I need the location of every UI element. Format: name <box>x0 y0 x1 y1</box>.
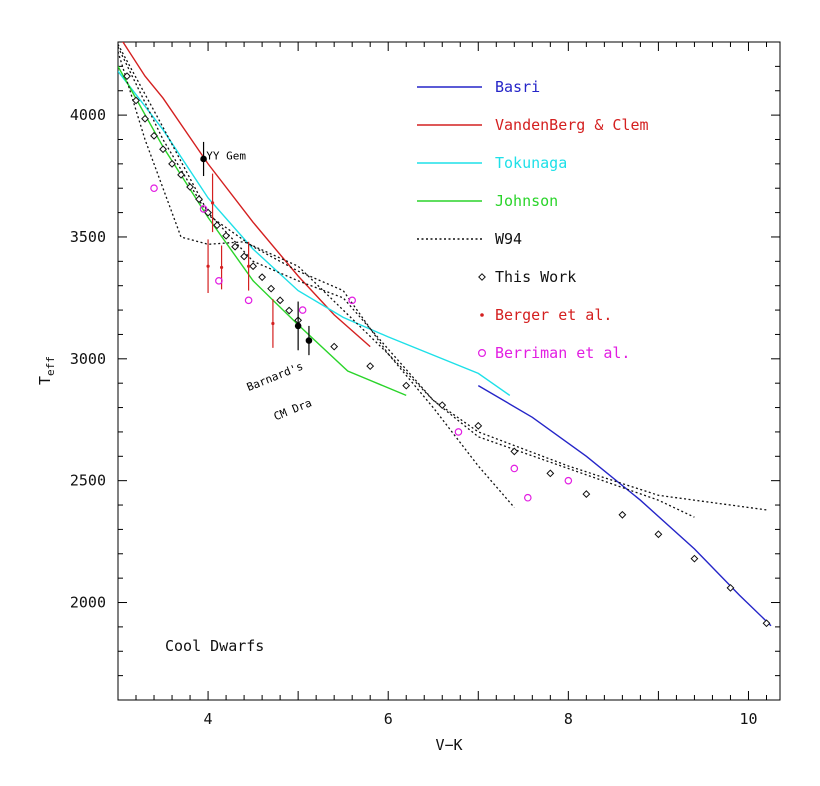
yy-gem-label: YY Gem <box>206 149 246 162</box>
this-work-point <box>474 421 483 430</box>
legend-swatch-berger-et-al- <box>480 313 484 317</box>
this-work-point <box>690 554 699 563</box>
this-work-point <box>510 447 519 456</box>
berriman-point <box>510 464 519 473</box>
series-markers <box>123 72 771 628</box>
series-line-w94-variant <box>118 46 767 511</box>
this-work-point <box>726 583 735 592</box>
this-work-point <box>213 221 221 230</box>
berriman-point <box>244 296 253 305</box>
y-tick-label: 2500 <box>70 472 106 490</box>
this-work-point <box>366 362 375 371</box>
this-work-point <box>618 510 627 519</box>
legend-label-this-work: This Work <box>495 268 576 286</box>
legend-swatch-this-work <box>478 273 486 281</box>
this-work-point <box>159 145 167 154</box>
berger-point <box>271 321 275 326</box>
cm-dra-label: CM Dra <box>272 396 314 423</box>
series-line-w94-variant <box>118 44 695 518</box>
y-axis-label: Teff <box>36 356 57 385</box>
series-line-basri <box>477 384 772 627</box>
this-work-point <box>150 131 158 140</box>
named-star-point <box>305 337 313 344</box>
this-work-point <box>168 159 176 168</box>
this-work-point <box>222 231 230 240</box>
this-work-point <box>249 262 258 271</box>
this-work-point <box>330 342 339 351</box>
berriman-point <box>524 493 532 502</box>
legend-label-johnson: Johnson <box>495 192 558 210</box>
berriman-point <box>564 476 573 485</box>
x-tick-label: 6 <box>384 710 393 728</box>
chart-labels: 4 6 8 10 2000 2500 3000 3500 4000 V−K Teff YY Gem Ba… <box>36 106 758 754</box>
this-work-point <box>402 381 411 390</box>
berriman-point <box>454 428 463 436</box>
this-work-point <box>258 273 267 282</box>
this-work-point <box>186 183 194 191</box>
series-line-tokunaga <box>118 70 511 396</box>
berger-point <box>210 201 215 205</box>
series-line-johnson <box>118 66 407 397</box>
legend-label-tokunaga: Tokunaga <box>495 154 567 172</box>
x-tick-label: 4 <box>204 710 213 728</box>
this-work-point <box>438 401 447 410</box>
legend-label-vandenberg-clem: VandenBerg & Clem <box>495 116 649 134</box>
x-tick-label: 10 <box>739 710 757 728</box>
berriman-point <box>215 277 223 285</box>
this-work-point <box>654 530 663 539</box>
this-work-point <box>546 469 555 478</box>
this-work-point <box>762 619 771 628</box>
legend-label-basri: Basri <box>495 78 540 96</box>
legend-label-berger-et-al-: Berger et al. <box>495 306 612 324</box>
this-work-point <box>141 114 149 123</box>
this-work-point <box>123 72 131 81</box>
this-work-point <box>267 284 276 293</box>
berriman-point <box>199 205 208 213</box>
x-axis-label: V−K <box>435 736 462 754</box>
plot-label-cool-dwarfs: Cool Dwarfs <box>165 637 264 655</box>
this-work-point <box>231 242 239 251</box>
axis-ticks <box>117 41 780 701</box>
berriman-point <box>298 306 307 314</box>
named-star-point <box>200 155 207 163</box>
named-star-point <box>294 322 302 330</box>
berger-point <box>219 265 224 270</box>
this-work-point <box>276 296 285 305</box>
barnards-label: Barnard's <box>245 360 305 394</box>
this-work-point <box>240 252 249 261</box>
berger-point <box>206 264 210 268</box>
this-work-point <box>195 195 203 204</box>
legend-label-w94: W94 <box>495 230 522 248</box>
berriman-point <box>150 184 158 193</box>
legend: Basri VandenBerg & Clem Tokunaga Johnson W94… <box>417 78 649 362</box>
this-work-point <box>582 490 591 498</box>
y-axis-label-subscript: eff <box>44 356 57 376</box>
legend-swatch-berriman-et-al- <box>478 349 487 358</box>
this-work-point <box>285 306 294 315</box>
y-tick-label: 4000 <box>70 106 106 124</box>
this-work-point <box>177 170 185 179</box>
y-tick-label: 3000 <box>70 350 106 368</box>
y-tick-label: 2000 <box>70 594 106 612</box>
berger-point <box>246 264 251 268</box>
plot-frame <box>117 41 781 701</box>
berriman-point <box>348 296 356 305</box>
legend-label-berriman-et-al-: Berriman et al. <box>495 344 630 362</box>
this-work-point <box>132 96 140 105</box>
y-tick-label: 3500 <box>70 228 106 246</box>
y-axis-label-main: T <box>36 376 54 385</box>
x-tick-label: 8 <box>564 710 573 728</box>
